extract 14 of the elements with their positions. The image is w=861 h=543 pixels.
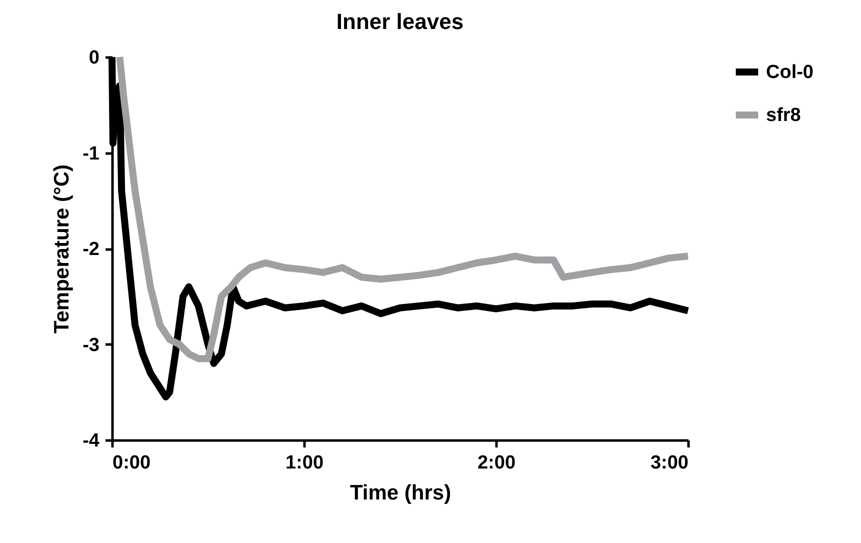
x-tick-label: 1:00 xyxy=(285,452,324,474)
legend-label: sfr8 xyxy=(766,105,801,126)
y-tick-label: 0 xyxy=(88,48,100,68)
chart-title: Inner leaves xyxy=(336,9,464,34)
y-tick-label: -4 xyxy=(82,430,100,452)
y-tick-label: -2 xyxy=(82,239,100,260)
x-axis-title: Time (hrs) xyxy=(350,482,452,504)
legend-label: Col-0 xyxy=(766,62,814,83)
y-tick-label: -1 xyxy=(82,143,100,164)
x-tick-label: 2:00 xyxy=(477,452,516,474)
y-tick-label: -3 xyxy=(82,334,100,356)
x-tick-label: 0:00 xyxy=(112,452,151,474)
y-axis-title: Temperature (°C) xyxy=(50,164,74,334)
x-tick-label: 3:00 xyxy=(650,452,688,474)
